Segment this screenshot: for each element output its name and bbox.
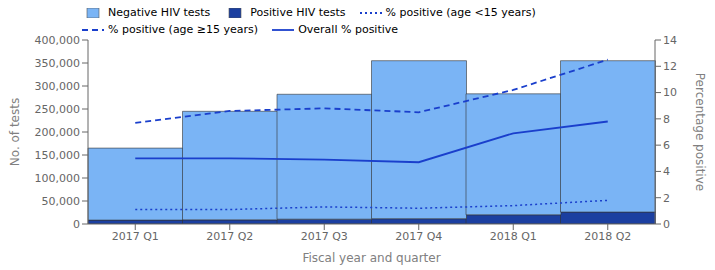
svg-text:2017 Q4: 2017 Q4: [395, 230, 442, 243]
html-text:Overall % positive: Overall % positive: [298, 23, 399, 36]
svg-text:14: 14: [663, 34, 677, 47]
svg-text:350,000: 350,000: [35, 57, 81, 70]
svg-text:150,000: 150,000: [35, 149, 81, 162]
svg-text:200,000: 200,000: [35, 126, 81, 139]
svg-text:100,000: 100,000: [35, 172, 81, 185]
svg-text:4: 4: [663, 165, 670, 178]
svg-text:10: 10: [663, 86, 677, 99]
html-text:% positive (age <15 years): % positive (age <15 years): [385, 6, 536, 19]
svg-text:0: 0: [663, 218, 670, 231]
svg-text:400,000: 400,000: [35, 34, 81, 47]
svg-text:No. of tests: No. of tests: [8, 98, 22, 166]
html-text:% positive (age ≥15 years): % positive (age ≥15 years): [108, 23, 259, 36]
svg-text:8: 8: [663, 113, 670, 126]
svg-text:2018 Q2: 2018 Q2: [584, 230, 631, 243]
svg-text:Fiscal year and quarter: Fiscal year and quarter: [302, 251, 440, 265]
svg-text:6: 6: [663, 139, 670, 152]
svg-text:50,000: 50,000: [42, 195, 81, 208]
svg-text:300,000: 300,000: [35, 80, 81, 93]
html-text:Negative HIV tests: Negative HIV tests: [108, 6, 211, 19]
svg-text:2017 Q2: 2017 Q2: [206, 230, 253, 243]
svg-text:2017 Q1: 2017 Q1: [112, 230, 159, 243]
svg-text:2018 Q1: 2018 Q1: [490, 230, 537, 243]
svg-text:250,000: 250,000: [35, 103, 81, 116]
svg-text:2: 2: [663, 192, 670, 205]
svg-text:12: 12: [663, 60, 677, 73]
svg-text:2017 Q3: 2017 Q3: [301, 230, 348, 243]
svg-text:0: 0: [73, 218, 80, 231]
svg-text:Percentage positive: Percentage positive: [693, 73, 707, 191]
html-text:Positive HIV tests: Positive HIV tests: [250, 6, 346, 19]
